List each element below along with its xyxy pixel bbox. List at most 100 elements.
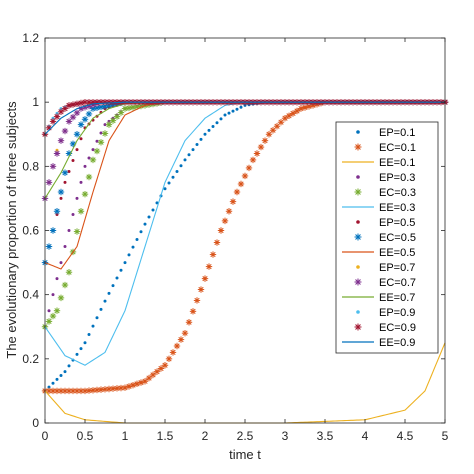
data-point <box>67 364 71 368</box>
legend-box <box>335 121 439 354</box>
data-point <box>165 355 173 363</box>
legend-entry: EC=0.9 <box>354 322 416 334</box>
legend-label: EC=0.3 <box>379 187 416 199</box>
data-point <box>53 208 61 215</box>
data-point <box>79 347 83 351</box>
data-point <box>77 99 85 107</box>
data-point <box>105 121 113 128</box>
data-point <box>55 277 59 281</box>
data-point <box>207 128 211 132</box>
data-point <box>245 164 253 172</box>
data-point <box>103 299 107 303</box>
data-point <box>193 297 201 304</box>
legend-label: EE=0.3 <box>379 202 415 214</box>
legend-entry: EP=0.1 <box>356 127 415 139</box>
y-tick-label: 0.6 <box>22 224 39 238</box>
legend-label: EE=0.9 <box>379 337 415 349</box>
data-point <box>141 378 149 385</box>
x-tick-label: 0 <box>42 429 49 443</box>
data-point <box>147 215 151 219</box>
data-point <box>69 113 77 121</box>
data-point <box>211 125 215 129</box>
legend-entry: EC=0.7 <box>354 277 416 289</box>
legend-label: EP=0.5 <box>379 217 415 229</box>
data-point <box>161 362 169 369</box>
series-layer <box>41 98 449 424</box>
data-point <box>179 164 183 168</box>
x-tick-label: 3.5 <box>317 429 334 443</box>
legend-entry: EC=0.1 <box>354 142 416 154</box>
data-point <box>119 268 123 272</box>
data-point <box>83 341 87 345</box>
legend-label: EC=0.5 <box>379 232 416 244</box>
data-point <box>157 365 165 372</box>
data-point <box>57 137 65 144</box>
data-point <box>55 148 59 152</box>
data-point <box>189 308 197 315</box>
legend-entry: EP=0.7 <box>356 262 415 274</box>
data-point <box>47 309 51 313</box>
data-point <box>53 113 61 120</box>
legend-swatch <box>354 278 362 286</box>
data-point <box>225 208 233 215</box>
data-point <box>145 374 153 382</box>
data-point <box>257 143 265 151</box>
data-point <box>65 118 73 125</box>
data-point <box>91 148 95 152</box>
data-point <box>277 119 285 126</box>
legend-entry: EC=0.3 <box>354 187 416 199</box>
series-EE=0.9 <box>44 101 445 135</box>
data-point <box>127 253 131 257</box>
data-point <box>217 227 225 234</box>
x-tick-label: 1.5 <box>157 429 174 443</box>
data-point <box>229 198 237 205</box>
data-point <box>53 150 61 157</box>
data-point <box>81 190 89 198</box>
data-point <box>293 107 301 115</box>
data-point <box>115 276 119 280</box>
legend-entry: EE=0.9 <box>342 337 415 349</box>
data-point <box>203 132 207 136</box>
data-point <box>117 109 125 116</box>
x-tick-label: 2.5 <box>237 429 254 443</box>
legend-entry: EC=0.5 <box>354 232 416 244</box>
data-point <box>45 318 53 325</box>
data-point <box>61 105 69 112</box>
legend-entry: EP=0.9 <box>356 307 415 319</box>
data-point <box>89 156 97 164</box>
data-point <box>75 196 79 200</box>
data-point <box>51 116 55 120</box>
data-point <box>73 228 81 235</box>
data-point <box>163 187 167 191</box>
data-point <box>71 159 75 163</box>
data-point <box>83 164 87 168</box>
legend: EP=0.1 EC=0.1 EE=0.1 EP=0.3 EC=0.3 EE=0.3 EP=0… <box>335 121 439 354</box>
legend-label: EP=0.1 <box>379 127 415 139</box>
data-point <box>75 148 79 152</box>
data-point <box>171 175 175 179</box>
data-point <box>65 387 73 395</box>
data-point <box>59 374 63 378</box>
data-point <box>143 222 147 226</box>
legend-entry: EE=0.5 <box>342 247 415 259</box>
data-point <box>93 147 101 155</box>
data-point <box>233 188 241 196</box>
x-tick-label: 5 <box>442 429 449 443</box>
data-point <box>237 180 245 188</box>
data-point <box>73 100 81 107</box>
data-point <box>265 131 273 138</box>
legend-swatch <box>356 175 360 179</box>
x-tick-label: 3 <box>282 429 289 443</box>
legend-label: EP=0.3 <box>379 172 415 184</box>
data-point <box>45 243 53 250</box>
data-point <box>79 137 83 141</box>
data-point <box>221 217 229 225</box>
data-point <box>253 150 261 157</box>
y-tick-label: 0.2 <box>22 352 39 366</box>
data-point <box>61 281 69 289</box>
data-point <box>131 245 135 249</box>
data-point <box>187 153 191 157</box>
data-point <box>149 371 157 379</box>
legend-label: EE=0.5 <box>379 247 415 259</box>
